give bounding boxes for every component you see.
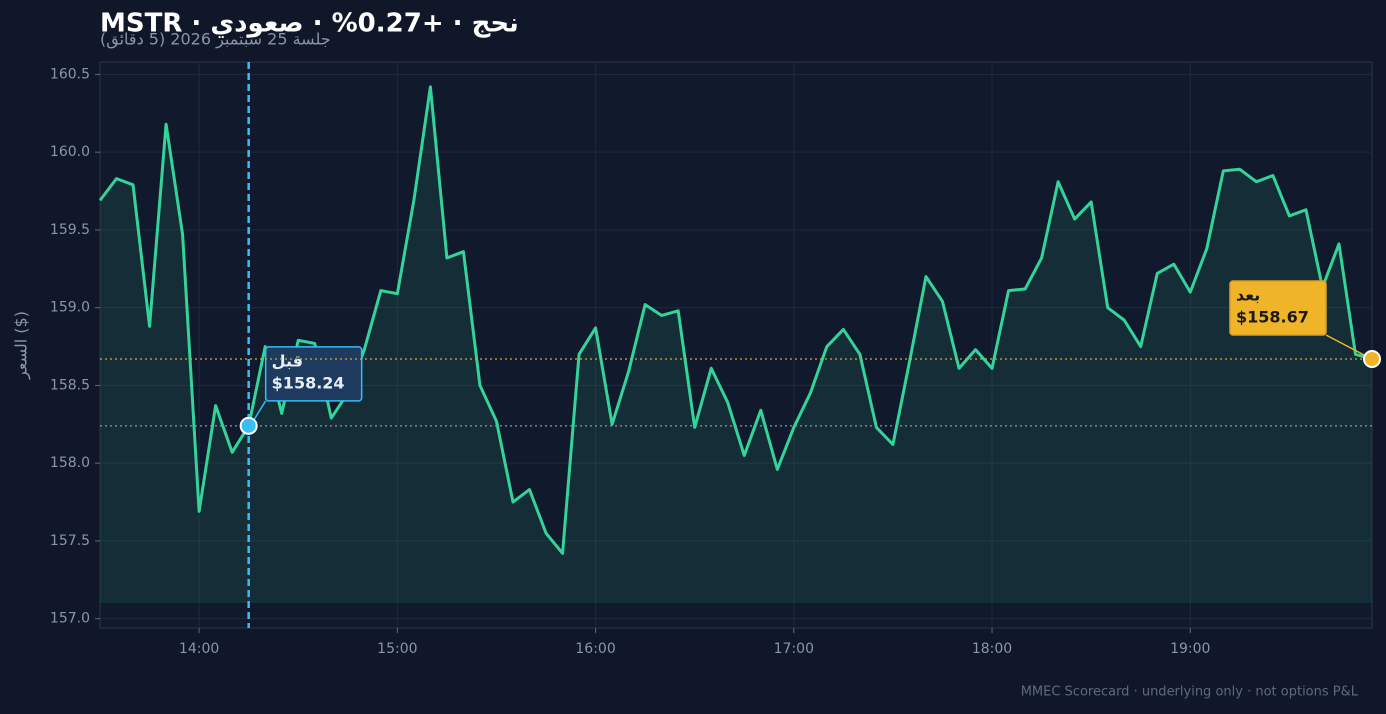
y-tick-label: 158.5 [50, 377, 90, 393]
x-tick-label: 17:00 [774, 641, 814, 657]
annotation-value: $158.67 [1236, 307, 1309, 326]
x-tick-label: 15:00 [377, 641, 417, 657]
annotation-value: $158.24 [272, 373, 345, 392]
y-tick-label: 158.0 [50, 455, 90, 471]
y-tick-label: 160.0 [50, 144, 90, 160]
y-tick-label: 160.5 [50, 66, 90, 82]
area-fill [100, 86, 1372, 603]
y-tick-label: 159.5 [50, 222, 90, 238]
y-tick-label: 157.5 [50, 533, 90, 549]
footer: MMEC Scorecard · underlying only · not o… [1021, 685, 1359, 700]
y-axis-label: السعر ($) [12, 311, 32, 380]
annotation-marker [1363, 349, 1381, 368]
price-line [98, 85, 1373, 555]
chart-subtitle: جلسة 25 سبتمبر 2026 (5 دقائق) [100, 30, 331, 50]
plot-area [99, 61, 1373, 629]
annotation-box [264, 346, 363, 402]
x-tick-label: 18:00 [972, 641, 1012, 657]
annotation-arrow [1325, 334, 1367, 357]
y-tick-label: 157.0 [50, 611, 90, 627]
x-tick-label: 16:00 [575, 641, 615, 657]
annotation-label: بعد [1236, 285, 1260, 304]
annotation-box [1229, 280, 1327, 336]
chart-title: MSTR · نحج · +0.27% · صعودي [100, 9, 519, 39]
annotation-label: قبل [272, 351, 303, 370]
annotation-arrow [252, 400, 267, 423]
y-tick-label: 159.0 [50, 300, 90, 316]
annotation-marker [239, 416, 258, 435]
x-tick-label: 14:00 [179, 641, 219, 657]
x-tick-label: 19:00 [1170, 641, 1210, 657]
